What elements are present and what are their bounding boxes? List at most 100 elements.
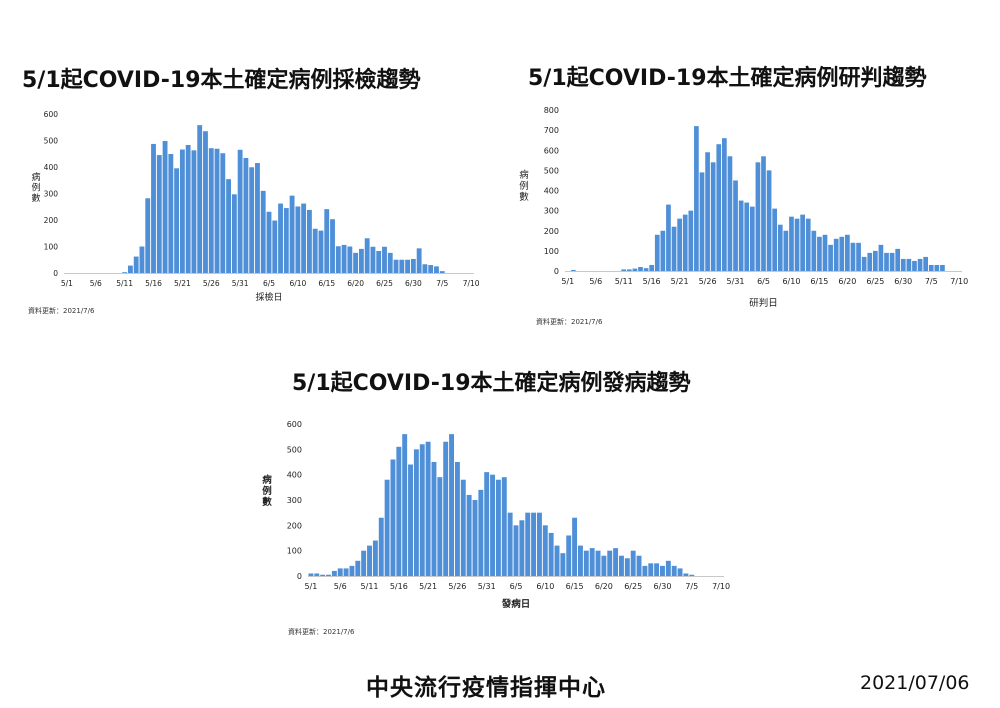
- bar: [364, 238, 370, 273]
- bar: [572, 517, 578, 576]
- bar: [331, 570, 337, 576]
- bar: [376, 251, 382, 273]
- bar: [845, 234, 850, 271]
- bar: [654, 563, 660, 576]
- bar: [443, 441, 449, 576]
- bar: [347, 246, 353, 273]
- bar: [431, 462, 437, 576]
- bar: [478, 489, 484, 576]
- x-tick-label: 7/10: [463, 279, 480, 288]
- x-tick-label: 6/5: [510, 582, 523, 591]
- bar-chart-sampling: 0 100 200 300 400 500 600 5/1 5/6 5/11 5/16 5/21 5/2…: [28, 110, 480, 315]
- bar: [513, 525, 519, 576]
- bar: [495, 479, 501, 576]
- bar: [872, 250, 878, 272]
- bar: [405, 259, 411, 273]
- y-tick-label: 100: [287, 547, 302, 556]
- bar: [677, 218, 682, 271]
- bar: [428, 265, 434, 273]
- x-tick-label: 5/21: [174, 279, 191, 288]
- x-tick-label: 5/1: [561, 277, 574, 286]
- bar: [660, 565, 665, 576]
- bar: [566, 535, 572, 576]
- bar: [828, 244, 833, 271]
- bar: [490, 474, 496, 576]
- bar: [666, 204, 671, 271]
- y-tick-label: 100: [44, 243, 59, 252]
- bar: [330, 219, 335, 273]
- bar: [928, 264, 934, 271]
- x-tick-label: 6/15: [810, 277, 828, 286]
- bar: [127, 265, 133, 273]
- bar: [425, 441, 431, 576]
- x-tick-label: 5/16: [145, 279, 162, 288]
- bar: [454, 462, 460, 576]
- bar: [410, 258, 416, 273]
- x-tick-label: 7/5: [685, 582, 698, 591]
- chart-diagnosis: 5/1起COVID-19本土確定病例研判趨勢 0 100 200 300 400 500 6…: [500, 0, 1000, 340]
- x-axis-label: 採檢日: [255, 291, 282, 303]
- bar: [688, 210, 694, 272]
- x-tick-label: 6/5: [263, 279, 275, 288]
- x-tick-label: 6/10: [289, 279, 306, 288]
- bar: [326, 574, 331, 576]
- bar: [353, 252, 359, 273]
- bar: [554, 545, 560, 576]
- bar: [649, 264, 655, 271]
- x-tick-label: 5/16: [643, 277, 661, 286]
- x-axis-label: 研判日: [749, 297, 778, 309]
- bar: [577, 545, 583, 576]
- bar: [733, 180, 738, 271]
- x-tick-label: 6/25: [376, 279, 393, 288]
- bar: [794, 218, 800, 271]
- bar: [358, 248, 364, 273]
- x-tick-label: 5/11: [615, 277, 633, 286]
- bar: [519, 520, 525, 576]
- bar: [308, 573, 314, 576]
- bar: [278, 203, 283, 273]
- x-tick-label: 5/21: [671, 277, 689, 286]
- bar: [749, 206, 755, 271]
- bar: [783, 230, 789, 271]
- bar: [906, 258, 912, 271]
- bar: [626, 269, 632, 271]
- x-tick-label: 7/5: [436, 279, 448, 288]
- x-tick-label: 5/6: [90, 279, 102, 288]
- bar: [133, 256, 139, 273]
- bar: [449, 434, 455, 576]
- x-tick-label: 5/31: [232, 279, 249, 288]
- bar: [361, 550, 367, 576]
- chart-title: 5/1起COVID-19本土確定病例採檢趨勢: [22, 68, 421, 93]
- chart-sampling: 5/1起COVID-19本土確定病例採檢趨勢 0 100 200 300 400 500 6…: [0, 0, 500, 340]
- bar: [850, 242, 856, 271]
- bar: [372, 540, 378, 576]
- x-tick-label: 5/26: [699, 277, 717, 286]
- bar: [671, 565, 677, 576]
- bar: [839, 236, 845, 271]
- bar: [648, 563, 654, 576]
- bar-chart-diagnosis: 0 100 200 300 400 500 600 700 800 5/1 5/6 5/11 5/16 5…: [519, 106, 968, 326]
- footer-date: 2021/07/06: [860, 672, 970, 694]
- bar: [434, 266, 439, 274]
- bar: [367, 545, 372, 576]
- bar: [208, 148, 214, 273]
- bar: [243, 157, 249, 273]
- bar: [156, 155, 162, 273]
- bar: [301, 203, 307, 273]
- x-tick-label: 5/1: [304, 582, 317, 591]
- bar: [162, 141, 168, 273]
- bar: [671, 226, 677, 271]
- bar: [255, 163, 260, 273]
- bar: [439, 271, 445, 273]
- bar: [766, 170, 772, 272]
- bar: [940, 264, 945, 271]
- bar: [607, 550, 613, 576]
- bar: [260, 190, 266, 273]
- y-tick-label: 400: [44, 163, 59, 172]
- y-tick-label: 300: [287, 496, 302, 505]
- y-tick-label: 600: [544, 146, 559, 155]
- bar: [677, 568, 683, 576]
- bar: [682, 214, 688, 271]
- bar: [295, 206, 301, 273]
- chart-onset: 5/1起COVID-19本土確定病例發病趨勢 0 100 200 300 400 500 6…: [250, 355, 750, 655]
